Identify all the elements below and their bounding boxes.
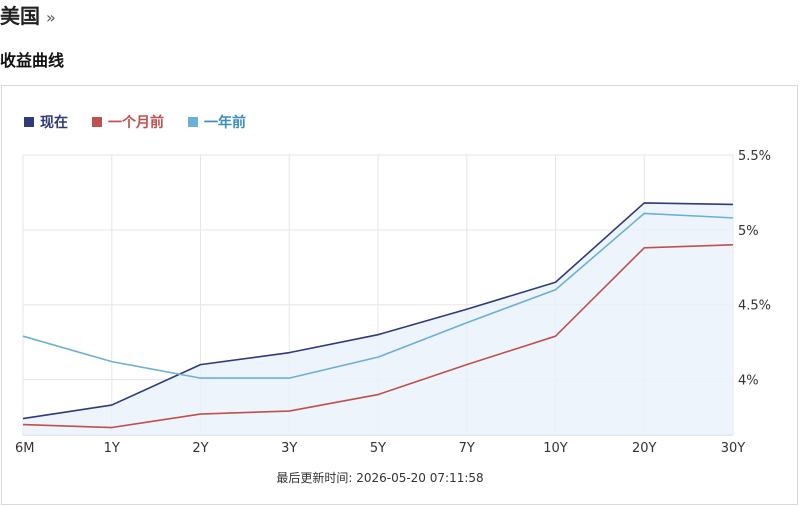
- y-tick-label: 4.5%: [738, 299, 771, 314]
- legend-swatch: [92, 117, 102, 127]
- data-point[interactable]: [464, 362, 469, 367]
- data-point[interactable]: [109, 403, 114, 408]
- legend-swatch: [24, 117, 34, 127]
- data-point[interactable]: [376, 332, 381, 337]
- data-point[interactable]: [21, 334, 26, 339]
- data-point[interactable]: [376, 355, 381, 360]
- country-title: 美国: [0, 4, 40, 28]
- x-tick-label: 5Y: [370, 441, 386, 456]
- page-title: 美国 »: [0, 0, 56, 29]
- data-point[interactable]: [464, 320, 469, 325]
- legend-label: 现在: [40, 115, 68, 131]
- data-point[interactable]: [198, 362, 203, 367]
- data-point[interactable]: [642, 200, 647, 205]
- data-point[interactable]: [109, 359, 114, 364]
- series-line-2[interactable]: [22, 212, 734, 379]
- data-point[interactable]: [642, 245, 647, 250]
- y-tick-label: 4%: [738, 374, 759, 389]
- x-tick-label: 6M: [15, 441, 35, 456]
- data-point[interactable]: [376, 392, 381, 397]
- data-point[interactable]: [21, 422, 26, 427]
- data-point[interactable]: [731, 215, 736, 220]
- legend-item[interactable]: 一个月前: [92, 112, 164, 132]
- data-point[interactable]: [287, 350, 292, 355]
- series-line-1[interactable]: [22, 244, 734, 429]
- x-tick-label: 2Y: [192, 441, 208, 456]
- data-point[interactable]: [464, 307, 469, 312]
- data-point[interactable]: [731, 202, 736, 207]
- series-area-fill: [23, 202, 733, 435]
- chart-legend: 现在 一个月前 一年前: [24, 112, 246, 132]
- x-tick-label: 10Y: [543, 441, 568, 456]
- y-tick-label: 5%: [738, 224, 759, 239]
- x-tick-label: 30Y: [721, 441, 746, 456]
- legend-item[interactable]: 现在: [24, 112, 68, 132]
- data-point[interactable]: [553, 287, 558, 292]
- data-point[interactable]: [21, 416, 26, 421]
- series-line-0[interactable]: [22, 202, 734, 420]
- data-point[interactable]: [198, 376, 203, 381]
- legend-label: 一年前: [204, 115, 246, 131]
- legend-label: 一个月前: [108, 115, 164, 131]
- data-point[interactable]: [287, 376, 292, 381]
- x-tick-label: 1Y: [104, 441, 120, 456]
- data-point[interactable]: [731, 242, 736, 247]
- x-tick-label: 7Y: [459, 441, 475, 456]
- data-point[interactable]: [642, 211, 647, 216]
- x-tick-label: 20Y: [632, 441, 657, 456]
- legend-swatch: [188, 117, 198, 127]
- y-tick-label: 5.5%: [738, 149, 771, 164]
- data-point[interactable]: [553, 280, 558, 285]
- chevron-right-icon[interactable]: »: [46, 8, 56, 27]
- section-title: 收益曲线: [0, 51, 65, 70]
- last-updated-text: 最后更新时间: 2026-05-20 07:11:58: [276, 471, 484, 485]
- data-point[interactable]: [553, 334, 558, 339]
- data-point[interactable]: [109, 425, 114, 430]
- legend-item[interactable]: 一年前: [188, 112, 246, 132]
- data-point[interactable]: [287, 409, 292, 414]
- data-point[interactable]: [198, 412, 203, 417]
- x-tick-label: 3Y: [281, 441, 297, 456]
